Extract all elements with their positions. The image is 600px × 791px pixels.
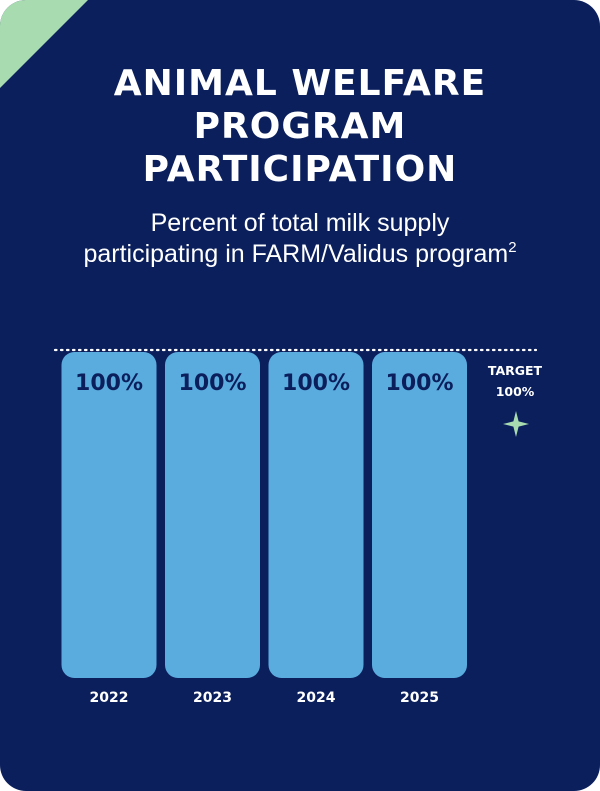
- bar-chart: 100% 2022 100% 2023 100% 2024 100% 2025 TARGET 10…: [53, 348, 543, 706]
- data-label-2023: 100%: [179, 371, 247, 396]
- data-label-2024: 100%: [282, 371, 350, 396]
- chart-title-line-1: ANIMAL WELFARE: [113, 63, 487, 104]
- bar-2023: [165, 352, 260, 678]
- chart-title-line-3: PARTICIPATION: [142, 149, 458, 190]
- x-tick-label-2025: 2025: [400, 690, 439, 706]
- x-tick-label-2024: 2024: [297, 690, 336, 706]
- target-value-label: 100%: [496, 384, 535, 399]
- bar-2024: [268, 352, 364, 678]
- chart-title: ANIMAL WELFARE PROGRAM PARTICIPATION: [0, 62, 600, 191]
- star-icon: [503, 411, 529, 437]
- target-label: TARGET: [488, 363, 543, 378]
- bar-2022: [61, 352, 157, 678]
- data-label-2022: 100%: [75, 371, 143, 396]
- chart-subtitle-line-1: Percent of total milk supply: [150, 209, 450, 237]
- chart-title-line-2: PROGRAM: [193, 106, 407, 147]
- x-tick-label-2023: 2023: [193, 690, 232, 706]
- chart-subtitle: Percent of total milk supply participati…: [0, 208, 600, 270]
- data-label-2025: 100%: [386, 371, 454, 396]
- x-tick-label-2022: 2022: [90, 690, 129, 706]
- bar-2025: [372, 352, 467, 678]
- chart-subtitle-line-2: participating in FARM/Validus program: [83, 240, 509, 268]
- footnote-marker: 2: [508, 239, 517, 256]
